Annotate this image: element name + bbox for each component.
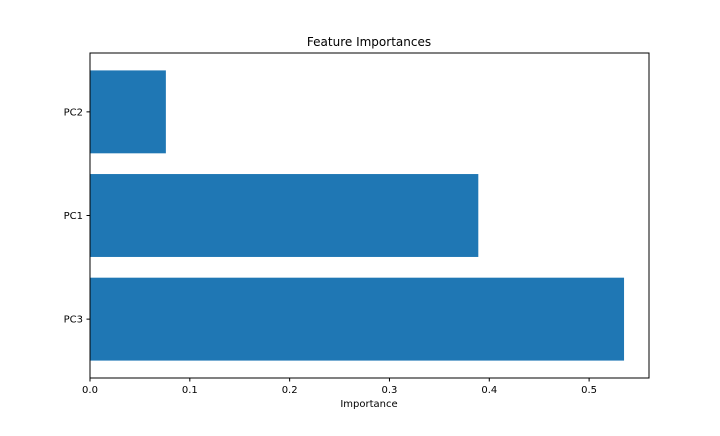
x-axis-label: Importance (340, 399, 397, 410)
bar-pc1 (90, 174, 479, 257)
x-tick-label-2: 0.2 (282, 385, 298, 396)
y-tick-label-pc3: PC3 (64, 315, 83, 326)
x-tick-label-4: 0.4 (481, 385, 497, 396)
x-tick-label-5: 0.5 (581, 385, 597, 396)
plot-frame (89, 52, 650, 379)
bar-pc3 (90, 277, 625, 361)
bar-pc2 (90, 70, 166, 154)
bars-group (90, 70, 625, 361)
y-axis-ticks: PC3 PC1 PC2 (64, 107, 90, 326)
x-tick-label-1: 0.1 (182, 385, 198, 396)
y-tick-label-pc1: PC1 (64, 211, 83, 222)
x-tick-label-3: 0.3 (382, 385, 398, 396)
chart-title: Feature Importances (307, 35, 431, 49)
x-tick-label-0: 0.0 (82, 385, 98, 396)
x-axis-ticks: 0.0 0.1 0.2 0.3 0.4 0.5 (82, 378, 597, 396)
y-tick-label-pc2: PC2 (64, 107, 83, 118)
